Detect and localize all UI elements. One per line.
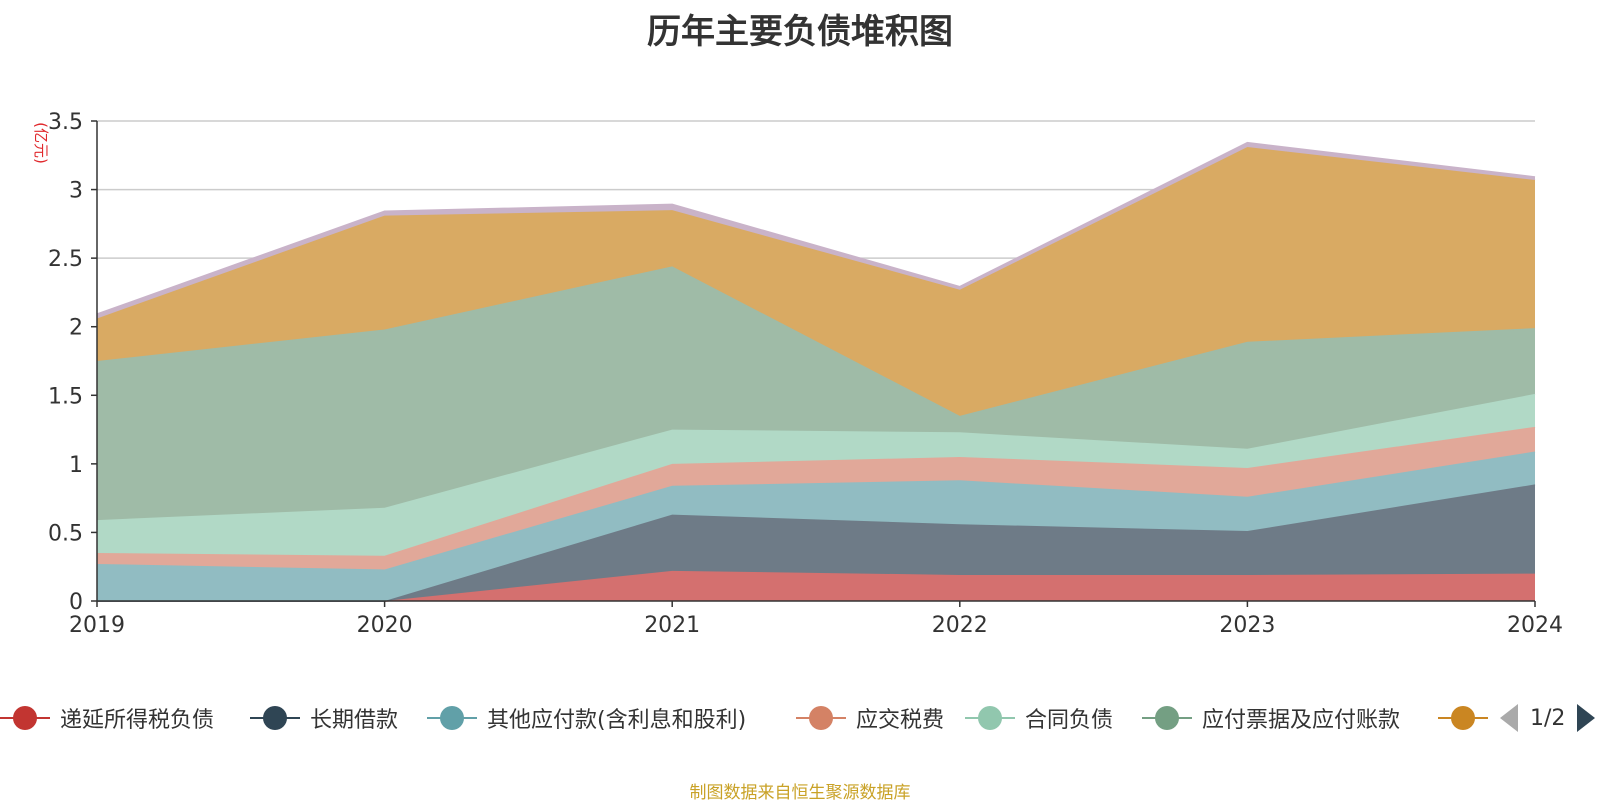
area-series-5[interactable] [97,393,1535,556]
legend: 1/2 递延所得税负债 长期借款 其他应付款(含利息和股利) 应交税费 合同负债 应付票据… [0,700,1600,736]
y-tick-label: 1.5 [48,384,83,409]
x-tick-label: 2024 [1507,613,1563,638]
x-tick-label: 2020 [357,613,413,638]
area-series [96,141,1536,602]
area-series-2[interactable] [97,484,1535,601]
y-tick-label: 1 [69,453,83,478]
legend-prev-page-icon[interactable] [1500,704,1518,732]
chart-title: 历年主要负债堆积图 [647,12,953,52]
legend-item[interactable] [1438,700,1498,736]
source-note: 制图数据来自恒生聚源数据库 [689,783,911,803]
legend-marker-icon [1438,700,1488,736]
y-tick-label: 2.5 [48,247,83,272]
area-series-edge-8 [96,141,1536,316]
y-tick-label: 2 [69,316,83,341]
y-tick-label: 0.5 [48,521,83,546]
legend-marker-icon [0,700,50,736]
y-axis-unit-label: (亿元) [32,122,50,164]
legend-label: 长期借款 [310,708,399,733]
legend-label: 其他应付款(含利息和股利) [487,708,747,733]
legend-marker-icon [796,700,846,736]
legend-label: 应交税费 [856,708,945,733]
area-series-6[interactable] [97,266,1535,521]
legend-marker-icon [427,700,477,736]
legend-label: 应付票据及应付账款 [1202,708,1401,733]
y-tick-label: 0 [69,590,83,615]
legend-label: 合同负债 [1025,708,1114,733]
legend-pager: 1/2 [1500,700,1596,736]
legend-item[interactable]: 应付票据及应付账款 [1142,700,1400,736]
legend-label: 递延所得税负债 [60,708,215,733]
legend-item[interactable]: 其他应付款(含利息和股利) [427,700,746,736]
axes: 0 0.5 1 1.5 2 2.5 3 3.5 2019 2020 2021 2022 2023 2024 [48,110,1563,638]
x-tick-label: 2019 [69,613,125,638]
x-tick-label: 2021 [644,613,700,638]
legend-page-indicator: 1/2 [1530,705,1566,731]
area-series-3[interactable] [97,451,1535,601]
legend-marker-icon [965,700,1015,736]
x-tick-label: 2022 [932,613,988,638]
legend-marker-icon [250,700,300,736]
y-tick-label: 3.5 [48,110,83,135]
legend-next-page-icon[interactable] [1577,704,1596,732]
legend-item[interactable]: 递延所得税负债 [0,700,214,736]
x-tick-label: 2023 [1219,613,1275,638]
legend-marker-icon [1142,700,1192,736]
legend-item[interactable]: 长期借款 [250,700,398,736]
legend-item[interactable]: 应交税费 [796,700,944,736]
y-tick-label: 3 [69,179,83,204]
legend-item[interactable]: 合同负债 [965,700,1113,736]
